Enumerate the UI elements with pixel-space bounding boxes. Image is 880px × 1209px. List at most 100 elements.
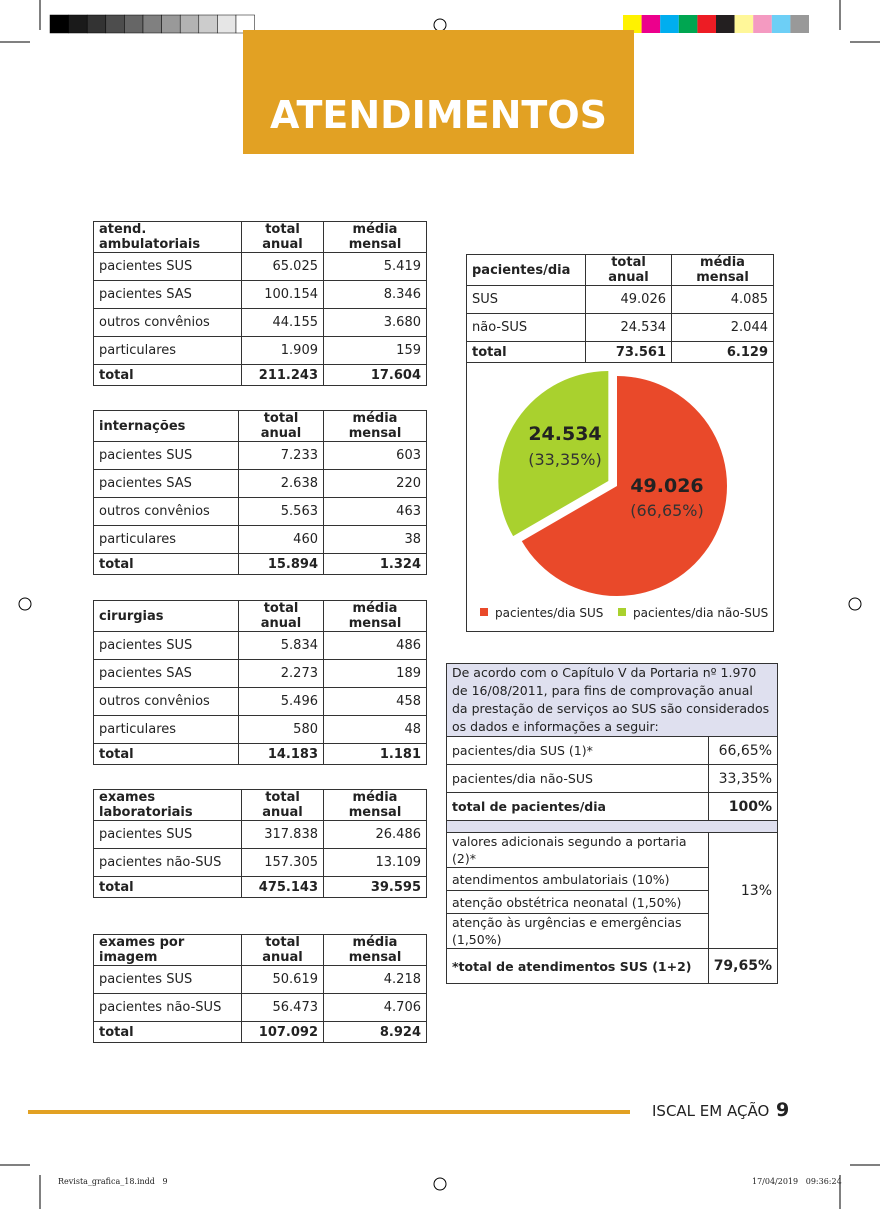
- cell: total: [93, 876, 242, 898]
- cell: 1.909: [241, 336, 324, 365]
- cell: pacientes não-SUS: [93, 993, 242, 1022]
- cell: pacientes/dia: [466, 254, 586, 286]
- cell: 6.129: [671, 341, 774, 363]
- data-table: internações total anual média mensal pacien…: [93, 410, 427, 575]
- cell: média mensal: [323, 789, 427, 821]
- data-table: pacientes/dia total anual média mensal SUS 4…: [466, 254, 774, 363]
- cell: pacientes SUS: [93, 820, 242, 849]
- cell: 4.218: [323, 965, 427, 994]
- cell: 458: [323, 687, 427, 716]
- table-row: pacientes SUS 317.838 26.486: [93, 820, 427, 849]
- cell: 56.473: [241, 993, 324, 1022]
- total-value: 79,65%: [707, 948, 779, 984]
- info-row: total de pacientes/dia 100%: [446, 792, 779, 821]
- swatch: [179, 14, 200, 34]
- swatch: [49, 14, 69, 34]
- swatch: [124, 14, 144, 34]
- cell: 486: [323, 631, 427, 660]
- table-row: cirurgias total anual média mensal: [93, 600, 427, 632]
- table-row: pacientes SAS 2.638 220: [93, 469, 427, 498]
- cell: outros convênios: [93, 497, 239, 526]
- cell: outros convênios: [93, 308, 242, 337]
- cell: total: [93, 743, 239, 765]
- legend-label: pacientes/dia SUS: [495, 606, 603, 620]
- cell: 603: [323, 441, 427, 470]
- info-row: atenção às urgências e emergências (1,50…: [446, 913, 778, 949]
- table-row: pacientes SAS 100.154 8.346: [93, 280, 427, 309]
- cell: cirurgias: [93, 600, 239, 632]
- info-row: atenção obstétrica neonatal (1,50%): [446, 890, 778, 914]
- cell: total de pacientes/dia: [446, 792, 709, 821]
- table-row: não-SUS 24.534 2.044: [466, 313, 774, 342]
- cell: 66,65%: [707, 736, 779, 765]
- cell: atenção às urgências e emergências (1,50…: [446, 913, 709, 949]
- swatch: [198, 14, 218, 34]
- cell: 13.109: [323, 848, 427, 877]
- swatch: [790, 15, 809, 33]
- table-row: total 107.092 8.924: [93, 1021, 427, 1043]
- cell: exames por imagem: [93, 934, 242, 966]
- table-row: total 14.183 1.181: [93, 743, 427, 765]
- cell: 15.894: [238, 553, 324, 575]
- cell: 189: [323, 659, 427, 688]
- cell: total anual: [238, 600, 324, 632]
- info-row: valores adicionais segundo a portaria (2…: [446, 832, 779, 949]
- pie-chart: 49.026 (66,65%) 24.534 (33,35%) pacientes/di…: [466, 362, 774, 632]
- swatch: [678, 15, 698, 33]
- cell: 48: [323, 715, 427, 744]
- swatch: [660, 15, 679, 33]
- page-number: 9: [776, 1099, 790, 1121]
- cell: 475.143: [241, 876, 324, 898]
- table-row: pacientes/dia total anual média mensal: [466, 254, 774, 286]
- cell: 33,35%: [707, 764, 779, 793]
- cell: não-SUS: [466, 313, 586, 342]
- cell: 17.604: [323, 364, 427, 386]
- data-table: atend. ambulatoriais total anual média men…: [93, 221, 427, 386]
- cell: total: [93, 553, 239, 575]
- cell: 49.026: [585, 285, 672, 314]
- table-row: total 73.561 6.129: [466, 341, 774, 363]
- cell: média mensal: [323, 934, 427, 966]
- cell: total anual: [585, 254, 672, 286]
- swatch: [217, 14, 237, 34]
- cell: 38: [323, 525, 427, 554]
- table-row: atend. ambulatoriais total anual média men…: [93, 221, 427, 253]
- cell: 39.595: [323, 876, 427, 898]
- cell: média mensal: [671, 254, 774, 286]
- data-table: exames por imagem total anual média mensal…: [93, 934, 427, 1043]
- cell: SUS: [466, 285, 586, 314]
- cell: atenção obstétrica neonatal (1,50%): [446, 890, 709, 914]
- cell: 4.706: [323, 993, 427, 1022]
- swatch: [716, 15, 735, 33]
- cell: pacientes/dia não-SUS: [446, 764, 709, 793]
- table-row: outros convênios 5.496 458: [93, 687, 427, 716]
- cell: pacientes SAS: [93, 469, 239, 498]
- table-row: particulares 1.909 159: [93, 336, 427, 365]
- table-row: particulares 580 48: [93, 715, 427, 744]
- table-row: total 211.243 17.604: [93, 364, 427, 386]
- cell: 2.273: [238, 659, 324, 688]
- table-row: outros convênios 44.155 3.680: [93, 308, 427, 337]
- swatch: [623, 15, 642, 33]
- cell: 24.534: [585, 313, 672, 342]
- pie-slice: [498, 371, 609, 537]
- table-row: SUS 49.026 4.085: [466, 285, 774, 314]
- info-row: atendimentos ambulatoriais (10%): [446, 867, 778, 891]
- table-row: exames por imagem total anual média mensal: [93, 934, 427, 966]
- cell: particulares: [93, 336, 242, 365]
- cell: 5.834: [238, 631, 324, 660]
- cell: 5.496: [238, 687, 324, 716]
- table-row: pacientes não-SUS 157.305 13.109: [93, 848, 427, 877]
- cell: 8.924: [323, 1021, 427, 1043]
- swatch: [105, 14, 125, 34]
- intro: De acordo com o Capítulo V da Portaria n…: [446, 663, 778, 737]
- cell: total: [93, 364, 242, 386]
- cell: pacientes SAS: [93, 659, 239, 688]
- cell: pacientes não-SUS: [93, 848, 242, 877]
- data-table: cirurgias total anual média mensal paciente…: [93, 600, 427, 765]
- cell: internações: [93, 410, 239, 442]
- data-table: exames laboratoriais total anual média men…: [93, 789, 427, 898]
- swatch: [753, 15, 772, 33]
- legend-swatch: [480, 608, 488, 616]
